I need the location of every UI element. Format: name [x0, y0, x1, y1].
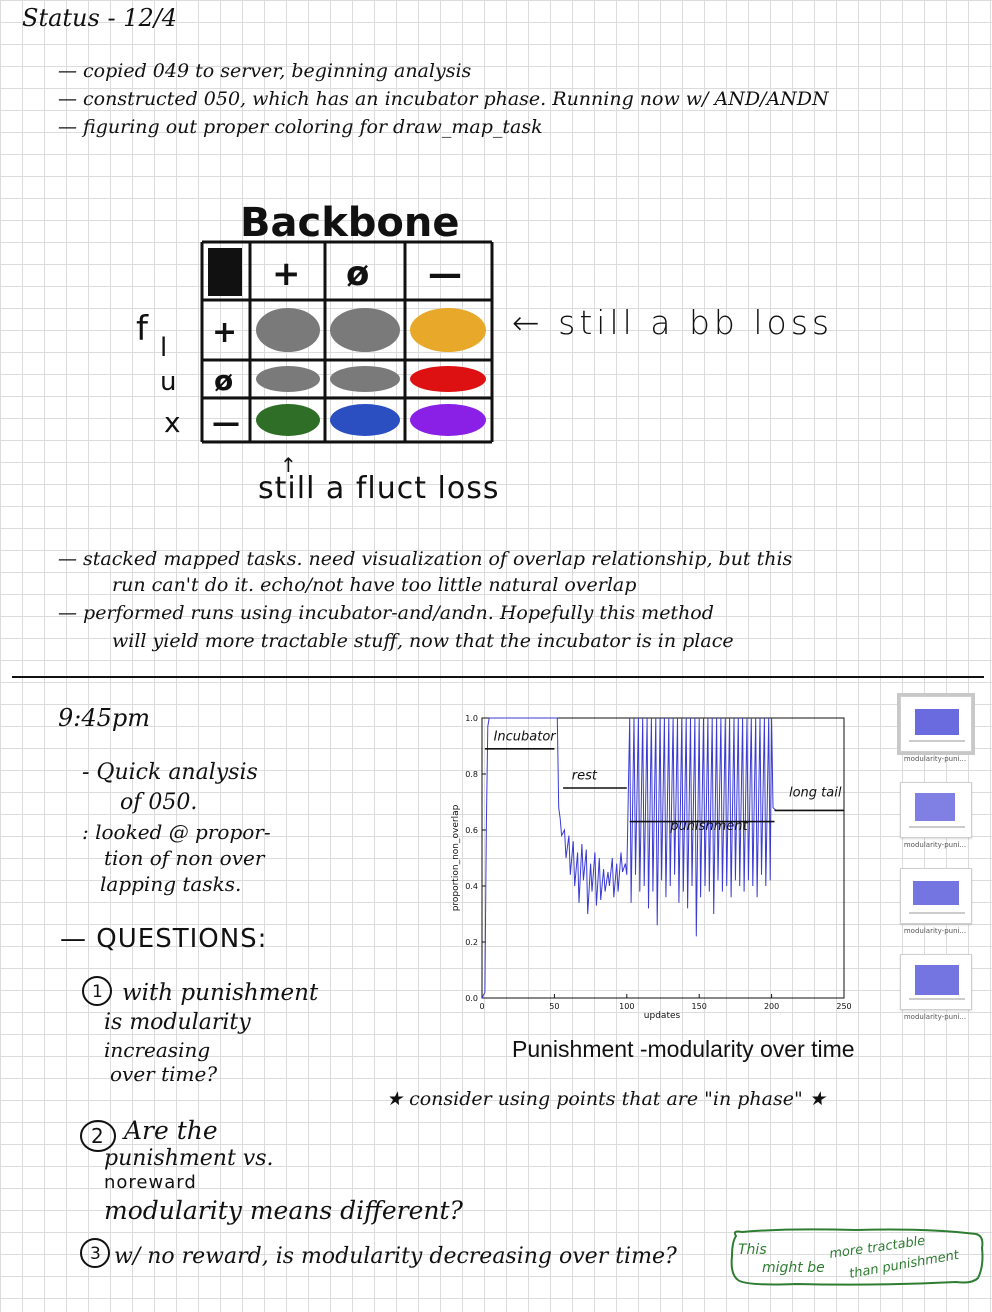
chart-y-tick-label: 1.0 [465, 714, 478, 723]
analysis-line-5: lapping tasks. [100, 872, 242, 896]
chart-x-tick-label: 150 [692, 1002, 707, 1011]
corner-cell-scribble [208, 248, 242, 296]
bubble-line-1: This [738, 1242, 767, 1258]
green-bubble-note: This might be more tractable than punish… [730, 1228, 984, 1286]
thumbnail-2-image [900, 782, 972, 838]
chart-annotation-3: long tail [789, 785, 842, 800]
thumbnail-panel: modularity-puni... modularity-puni... mo… [892, 688, 980, 1021]
thumbnail-4-label: modularity-puni... [903, 1013, 967, 1021]
grid-cell-0-0 [256, 308, 320, 352]
chart-y-tick-label: 0.6 [465, 826, 478, 835]
question-2-line-3: noreward [104, 1172, 197, 1193]
evening-time: 9:45pm [58, 704, 151, 732]
chart-y-tick-label: 0.0 [465, 994, 478, 1003]
grid-cell-0-2 [410, 308, 486, 352]
grid-cell-1-2 [410, 366, 486, 392]
question-2-line-2: punishment vs. [104, 1146, 274, 1171]
chart-x-tick-label: 100 [619, 1002, 634, 1011]
chart-annotation-0: Incubator [494, 729, 558, 744]
chart-y-tick-label: 0.4 [465, 882, 478, 891]
thumbnail-1-image [897, 693, 975, 755]
question-1-number: 1 [92, 982, 103, 1002]
chart-x-tick-label: 250 [836, 1002, 851, 1011]
grid-cell-2-0 [256, 404, 320, 436]
mid-note-1: — stacked mapped tasks. need visualizati… [58, 548, 793, 570]
grid-cell-2-1 [330, 404, 400, 436]
question-1-line-1: with punishment [122, 980, 319, 1006]
grid-cell-1-0 [256, 366, 320, 392]
analysis-line-3: : looked @ propor- [82, 820, 271, 844]
thumbnail-3-image [900, 868, 972, 924]
row-header-minus: — [212, 406, 240, 439]
question-2-line-1: Are the [124, 1116, 218, 1145]
chart-x-tick-label: 50 [549, 1002, 559, 1011]
page-title: Status - 12/4 [22, 4, 178, 32]
modularity-line-chart: 0 50 100 150 200 250 0.0 0.2 0.4 0.6 0.8 1.0 Incuba… [451, 714, 852, 1021]
bb-loss-annotation: ← still a bb loss [512, 303, 834, 342]
question-1-line-2: is modularity [104, 1010, 251, 1035]
status-note-2: — constructed 050, which has an incubato… [58, 88, 829, 110]
chart-y-tick-label: 0.2 [465, 938, 478, 947]
bubble-line-2: might be [762, 1260, 825, 1276]
chart-y-tick-label: 0.8 [465, 770, 478, 779]
grid-cell-2-2 [410, 404, 486, 436]
chart-annotation-1: rest [572, 769, 598, 784]
row-label-letter-u: u [160, 367, 176, 397]
thumbnail-3-label: modularity-puni... [903, 927, 967, 935]
consider-note: ★ consider using points that are "in pha… [386, 1088, 826, 1110]
row-label-letter-f: f [136, 309, 149, 349]
mid-note-4: will yield more tractable stuff, now tha… [112, 630, 734, 652]
question-1-line-4: over time? [110, 1062, 218, 1086]
chart-y-axis-label: proportion_non_overlap [451, 804, 461, 911]
mid-note-3: — performed runs using incubator-and/and… [58, 602, 714, 624]
chart-annotation-2: punishment [669, 819, 748, 834]
row-label-letter-x: x [164, 406, 181, 439]
col-header-zero: ø [346, 254, 369, 294]
question-3-number: 3 [90, 1244, 101, 1264]
row-label-letter-l: l [160, 333, 167, 363]
row-header-plus: + [212, 315, 237, 350]
analysis-line-2: of 050. [120, 790, 198, 815]
chart-series-line-0 [481, 717, 844, 999]
question-2-number: 2 [91, 1124, 104, 1148]
thumbnail-1[interactable]: modularity-puni... [897, 693, 975, 763]
chart-plot-frame [481, 717, 845, 999]
status-note-3: — figuring out proper coloring for draw_… [58, 116, 543, 138]
grid-title: Backbone [240, 200, 460, 246]
up-arrow-icon: ↑ [280, 453, 297, 477]
grid-cell-1-1 [330, 366, 400, 392]
thumbnail-4-image [900, 954, 972, 1010]
thumbnail-4[interactable]: modularity-puni... [900, 954, 972, 1021]
backbone-grid-figure: Backbone + ø — f l u x + ø — ↑ [136, 200, 494, 477]
question-3-line-1: w/ no reward, is modularity decreasing o… [114, 1244, 677, 1269]
thumbnail-2-label: modularity-puni... [903, 841, 967, 849]
analysis-line-1: - Quick analysis [82, 760, 258, 785]
grid-cell-0-1 [330, 308, 400, 352]
thumbnail-2[interactable]: modularity-puni... [900, 782, 972, 849]
mid-note-2: run can't do it. echo/not have too littl… [112, 574, 637, 596]
question-1-number-circle: 1 [82, 976, 112, 1006]
thumbnail-1-label: modularity-puni... [903, 755, 967, 763]
question-2-number-circle: 2 [80, 1120, 116, 1152]
analysis-line-4: tion of non over [104, 846, 265, 870]
section-divider [12, 676, 984, 678]
fluct-loss-annotation: still a fluct loss [258, 471, 500, 506]
col-header-minus: — [428, 254, 462, 294]
chart-x-tick-label: 200 [764, 1002, 779, 1011]
questions-heading: — QUESTIONS: [60, 924, 268, 954]
row-header-zero: ø [214, 364, 233, 397]
question-1-line-3: increasing [104, 1038, 211, 1062]
question-3-number-circle: 3 [80, 1238, 110, 1268]
chart-caption: Punishment -modularity over time [512, 1036, 855, 1062]
status-note-1: — copied 049 to server, beginning analys… [58, 60, 472, 82]
chart-x-axis-label: updates [644, 1011, 681, 1021]
col-header-plus: + [272, 254, 301, 294]
chart-x-tick-label: 0 [479, 1002, 484, 1011]
question-2-line-4: modularity means different? [104, 1196, 463, 1225]
thumbnail-3[interactable]: modularity-puni... [900, 868, 972, 935]
